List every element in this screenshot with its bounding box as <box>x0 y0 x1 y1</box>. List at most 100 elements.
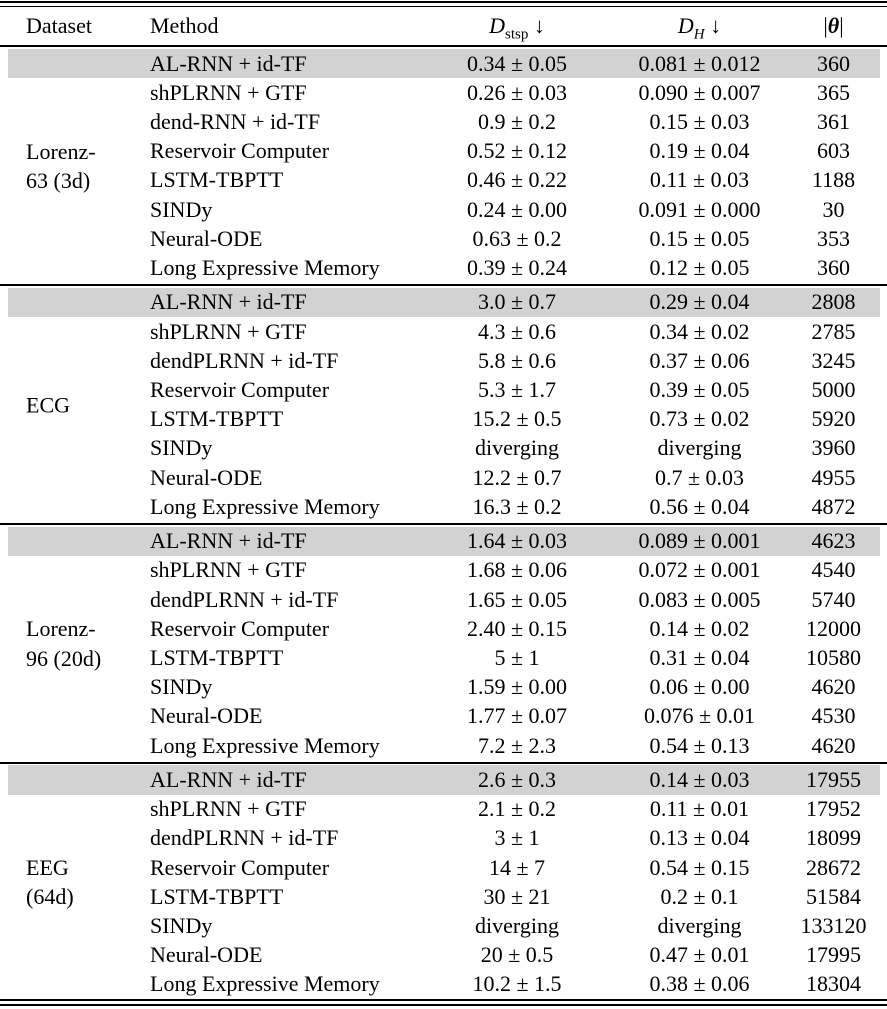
dstsp-cell: 1.65 ± 0.05 <box>466 586 568 612</box>
theta-close-bar: | <box>839 13 844 39</box>
dh-cell: 0.2 ± 0.1 <box>660 883 739 909</box>
table-row: Reservoir Computer 5.3 ± 1.7 0.39 ± 0.05… <box>8 375 880 404</box>
params-cell: 361 <box>817 109 850 135</box>
dh-cell: diverging <box>657 912 742 938</box>
params-cell: 5920 <box>811 406 856 432</box>
dh-cell: 0.090 ± 0.007 <box>638 79 761 105</box>
method-cell: shPLRNN + GTF <box>150 318 307 344</box>
dh-cell: 0.14 ± 0.02 <box>649 615 750 641</box>
group-separator-rule <box>0 761 887 765</box>
dstsp-subscript: stsp <box>505 26 529 43</box>
params-cell: 10580 <box>806 644 861 670</box>
table-row: Neural-ODE 0.63 ± 0.2 0.15 ± 0.05 353 <box>8 224 880 253</box>
dh-cell: 0.56 ± 0.04 <box>649 493 750 519</box>
dataset-label: Lorenz- 96 (20d) <box>26 616 102 671</box>
method-cell: Neural-ODE <box>150 703 263 729</box>
method-cell: AL-RNN + id-TF <box>150 528 307 554</box>
dh-cell: 0.34 ± 0.02 <box>649 318 750 344</box>
method-cell: Reservoir Computer <box>150 854 330 880</box>
dstsp-cell: 5 ± 1 <box>494 644 540 670</box>
dstsp-cell: diverging <box>475 435 559 461</box>
theta-open-bar: | <box>823 13 828 39</box>
dataset-group: Lorenz- 96 (20d) AL-RNN + id-TF 1.64 ± 0… <box>0 526 887 761</box>
table-row: shPLRNN + GTF 1.68 ± 0.06 0.072 ± 0.001 … <box>8 556 880 585</box>
dh-cell: 0.37 ± 0.06 <box>649 347 750 373</box>
dh-cell: 0.38 ± 0.06 <box>649 971 750 997</box>
dstsp-cell: 2.40 ± 0.15 <box>466 615 568 641</box>
dh-cell: 0.076 ± 0.01 <box>643 703 756 729</box>
dstsp-symbol: D <box>489 13 506 39</box>
method-cell: LSTM-TBPTT <box>150 883 284 909</box>
table-row: dend-RNN + id-TF 0.9 ± 0.2 0.15 ± 0.03 3… <box>8 107 880 136</box>
dh-cell: 0.14 ± 0.03 <box>649 767 750 793</box>
params-cell: 360 <box>817 50 850 76</box>
params-cell: 12000 <box>806 615 861 641</box>
dstsp-cell: 15.2 ± 0.5 <box>472 406 562 432</box>
dstsp-cell: 4.3 ± 0.6 <box>477 318 557 344</box>
top-rule-outer <box>0 0 887 3</box>
table-row: Long Expressive Memory 10.2 ± 1.5 0.38 ±… <box>8 970 880 999</box>
params-cell: 4623 <box>811 528 856 554</box>
params-cell: 17995 <box>806 942 861 968</box>
table-row: LSTM-TBPTT 15.2 ± 0.5 0.73 ± 0.02 5920 <box>8 405 880 434</box>
dstsp-cell: 1.59 ± 0.00 <box>466 674 568 700</box>
params-cell: 2785 <box>811 318 856 344</box>
dh-cell: 0.13 ± 0.04 <box>649 825 750 851</box>
dstsp-cell: 20 ± 0.5 <box>480 942 554 968</box>
params-cell: 360 <box>817 254 850 280</box>
bottom-rule-inner <box>0 998 887 1001</box>
params-cell: 4530 <box>811 703 856 729</box>
header-rule <box>0 45 887 48</box>
method-cell: LSTM-TBPTT <box>150 167 284 193</box>
down-arrow-icon: ↓ <box>533 13 545 39</box>
params-cell: 2808 <box>811 289 856 315</box>
table-row: AL-RNN + id-TF 1.64 ± 0.03 0.089 ± 0.001… <box>8 526 880 556</box>
method-cell: dendPLRNN + id-TF <box>150 347 339 373</box>
params-cell: 5740 <box>811 586 856 612</box>
dstsp-cell: 3 ± 1 <box>494 825 540 851</box>
dh-cell: 0.47 ± 0.01 <box>649 942 750 968</box>
dh-cell: 0.091 ± 0.000 <box>638 196 761 222</box>
bottom-rule-outer <box>0 1003 887 1007</box>
group-separator-rule <box>0 283 887 287</box>
params-cell: 4872 <box>811 493 856 519</box>
dh-cell: 0.7 ± 0.03 <box>654 464 745 490</box>
dh-cell: 0.06 ± 0.00 <box>649 674 750 700</box>
dataset-group: EEG (64d) AL-RNN + id-TF 2.6 ± 0.3 0.14 … <box>0 765 887 999</box>
params-cell: 133120 <box>800 912 867 938</box>
table-row: Reservoir Computer 14 ± 7 0.54 ± 0.15 28… <box>8 853 880 882</box>
table-row: LSTM-TBPTT 30 ± 21 0.2 ± 0.1 51584 <box>8 882 880 911</box>
method-cell: Long Expressive Memory <box>150 254 380 280</box>
dstsp-cell: 2.6 ± 0.3 <box>477 767 557 793</box>
dstsp-cell: 1.64 ± 0.03 <box>466 528 568 554</box>
dh-cell: 0.39 ± 0.05 <box>649 377 750 403</box>
method-cell: shPLRNN + GTF <box>150 79 307 105</box>
dstsp-cell: 0.63 ± 0.2 <box>472 225 562 251</box>
method-cell: Long Expressive Memory <box>150 493 380 519</box>
method-cell: Reservoir Computer <box>150 377 330 403</box>
dh-cell: 0.072 ± 0.001 <box>638 557 761 583</box>
dstsp-cell: 12.2 ± 0.7 <box>472 464 562 490</box>
dh-cell: 0.54 ± 0.13 <box>649 732 750 758</box>
col-header-dataset: Dataset <box>26 13 92 39</box>
table-row: AL-RNN + id-TF 3.0 ± 0.7 0.29 ± 0.04 280… <box>8 287 880 318</box>
params-cell: 3960 <box>811 435 856 461</box>
top-rule-inner <box>0 5 887 8</box>
method-cell: AL-RNN + id-TF <box>150 767 307 793</box>
method-cell: LSTM-TBPTT <box>150 644 284 670</box>
dstsp-cell: diverging <box>475 912 559 938</box>
table-row: SINDy 0.24 ± 0.00 0.091 ± 0.000 30 <box>8 195 880 224</box>
method-cell: AL-RNN + id-TF <box>150 289 307 315</box>
dh-subscript: H <box>693 26 705 43</box>
method-cell: SINDy <box>150 674 213 700</box>
params-cell: 17955 <box>806 767 861 793</box>
table-row: SINDy 1.59 ± 0.00 0.06 ± 0.00 4620 <box>8 673 880 702</box>
params-cell: 5000 <box>811 377 856 403</box>
params-cell: 17952 <box>806 796 861 822</box>
group-separator-rule <box>0 522 887 526</box>
dstsp-cell: 30 ± 21 <box>483 883 551 909</box>
dstsp-cell: 5.3 ± 1.7 <box>477 377 557 403</box>
col-header-params: |θ| <box>787 13 880 39</box>
dstsp-cell: 0.39 ± 0.24 <box>466 254 568 280</box>
